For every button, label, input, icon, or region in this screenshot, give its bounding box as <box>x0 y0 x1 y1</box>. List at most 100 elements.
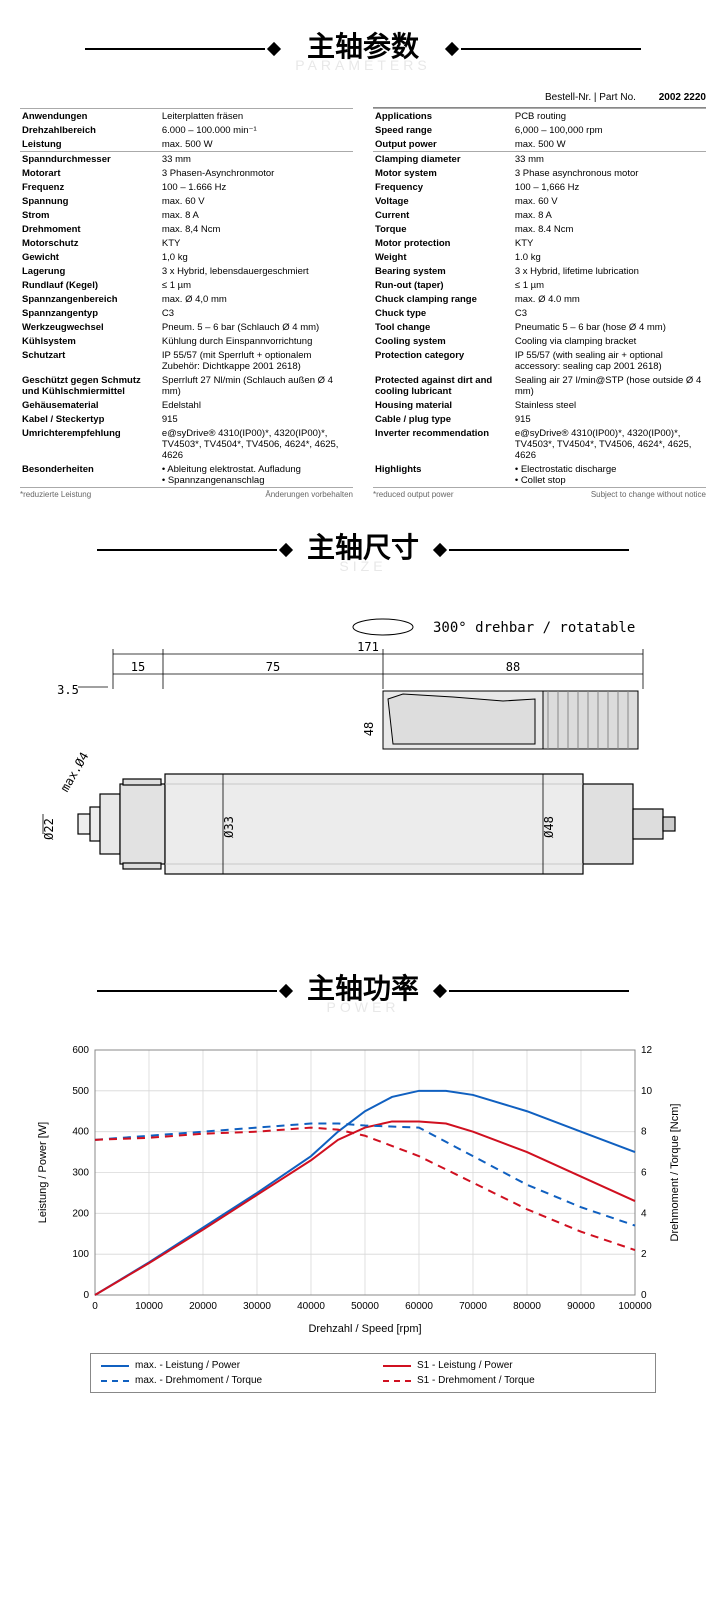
spec-label: Kühlsystem <box>20 334 160 348</box>
spec-value: C3 <box>513 306 706 320</box>
svg-text:20000: 20000 <box>189 1301 217 1312</box>
spec-value: IP 55/57 (mit Sperrluft + optionalem Zub… <box>160 348 353 373</box>
spec-value: 6.000 – 100.000 min⁻¹ <box>160 123 353 137</box>
power-header: 主轴功率 POWER <box>0 967 726 1015</box>
spec-value: KTY <box>160 236 353 250</box>
spec-label: Clamping diameter <box>373 152 513 167</box>
spec-label: Anwendungen <box>20 109 160 124</box>
spec-value: 100 – 1.666 Hz <box>160 180 353 194</box>
dimension-drawing: 300° drehbar / rotatable 171 15 75 88 3.… <box>0 589 726 942</box>
spec-value: 1,0 kg <box>160 250 353 264</box>
spec-value: max. 60 V <box>160 194 353 208</box>
spec-value: 33 mm <box>513 152 706 167</box>
spec-label: Tool change <box>373 320 513 334</box>
footnote-en-right: Subject to change without notice <box>591 490 706 499</box>
spec-value: Pneumatic 5 – 6 bar (hose Ø 4 mm) <box>513 320 706 334</box>
spec-value: 3 x Hybrid, lifetime lubrication <box>513 264 706 278</box>
svg-text:200: 200 <box>72 1208 89 1219</box>
spec-label: Strom <box>20 208 160 222</box>
spec-label: Schutzart <box>20 348 160 373</box>
spec-label: Leistung <box>20 137 160 152</box>
spec-label: Speed range <box>373 123 513 137</box>
svg-text:12: 12 <box>641 1045 653 1056</box>
svg-text:8: 8 <box>641 1127 647 1138</box>
footnote-en-left: *reduced output power <box>373 490 454 499</box>
svg-text:30000: 30000 <box>243 1301 271 1312</box>
spec-value: Edelstahl <box>160 398 353 412</box>
spec-label: Spannzangentyp <box>20 306 160 320</box>
svg-text:48: 48 <box>362 722 376 736</box>
spec-label: Motor protection <box>373 236 513 250</box>
svg-text:80000: 80000 <box>513 1301 541 1312</box>
spec-value: ≤ 1 µm <box>513 278 706 292</box>
spec-value: 33 mm <box>160 152 353 167</box>
spec-label: Torque <box>373 222 513 236</box>
spec-label: Cable / plug type <box>373 412 513 426</box>
part-number: 2002 2220 <box>659 92 706 103</box>
spec-value: max. 8,4 Ncm <box>160 222 353 236</box>
spec-label: Bearing system <box>373 264 513 278</box>
svg-text:Ø33: Ø33 <box>222 816 236 838</box>
spec-value: • Ableitung elektrostat. Aufladung • Spa… <box>160 462 353 488</box>
spec-value: KTY <box>513 236 706 250</box>
spec-col-de: x AnwendungenLeiterplatten fräsenDrehzah… <box>20 88 353 501</box>
spec-label: Chuck type <box>373 306 513 320</box>
spec-value: max. 500 W <box>513 137 706 152</box>
spec-value: Pneum. 5 – 6 bar (Schlauch Ø 4 mm) <box>160 320 353 334</box>
svg-text:10: 10 <box>641 1086 653 1097</box>
spec-label: Geschützt gegen Schmutz und Kühlschmierm… <box>20 373 160 398</box>
svg-text:400: 400 <box>72 1127 89 1138</box>
svg-text:90000: 90000 <box>567 1301 595 1312</box>
spec-col-en: Bestell-Nr. | Part No. 2002 2220 Applica… <box>373 88 706 501</box>
svg-text:600: 600 <box>72 1045 89 1056</box>
spec-label: Motorschutz <box>20 236 160 250</box>
svg-text:Ø48: Ø48 <box>542 816 556 838</box>
svg-text:4: 4 <box>641 1208 647 1219</box>
spec-label: Kabel / Steckertyp <box>20 412 160 426</box>
spec-label: Weight <box>373 250 513 264</box>
spec-value: Leiterplatten fräsen <box>160 109 353 124</box>
spec-value: max. 8 A <box>513 208 706 222</box>
spec-label: Werkzeugwechsel <box>20 320 160 334</box>
spec-label: Umrichterempfehlung <box>20 426 160 462</box>
spec-value: 100 – 1,666 Hz <box>513 180 706 194</box>
spec-label: Besonderheiten <box>20 462 160 488</box>
spec-value: C3 <box>160 306 353 320</box>
spec-value: ≤ 1 µm <box>160 278 353 292</box>
spec-value: Stainless steel <box>513 398 706 412</box>
params-header: 主轴参数 PARAMETERS <box>0 25 726 73</box>
spec-label: Drehzahlbereich <box>20 123 160 137</box>
svg-text:Ø22: Ø22 <box>42 818 56 840</box>
spec-value: 915 <box>160 412 353 426</box>
spec-label: Drehmoment <box>20 222 160 236</box>
svg-text:15: 15 <box>131 660 145 674</box>
svg-text:3.5: 3.5 <box>57 683 79 697</box>
svg-text:0: 0 <box>83 1290 89 1301</box>
spec-label: Highlights <box>373 462 513 488</box>
svg-text:2: 2 <box>641 1249 647 1260</box>
spec-value: Kühlung durch Einspannvorrichtung <box>160 334 353 348</box>
spec-label: Protected against dirt and cooling lubri… <box>373 373 513 398</box>
spec-value: max. Ø 4.0 mm <box>513 292 706 306</box>
svg-text:40000: 40000 <box>297 1301 325 1312</box>
spec-label: Chuck clamping range <box>373 292 513 306</box>
spec-value: 1.0 kg <box>513 250 706 264</box>
svg-text:100: 100 <box>72 1249 89 1260</box>
spec-value: e@syDrive® 4310(IP00)*, 4320(IP00)*, TV4… <box>513 426 706 462</box>
svg-text:Leistung / Power [W]: Leistung / Power [W] <box>37 1122 49 1224</box>
spec-value: 915 <box>513 412 706 426</box>
spec-label: Housing material <box>373 398 513 412</box>
spec-label: Output power <box>373 137 513 152</box>
spec-value: • Electrostatic discharge • Collet stop <box>513 462 706 488</box>
svg-text:88: 88 <box>506 660 520 674</box>
spec-value: 6,000 – 100,000 rpm <box>513 123 706 137</box>
spec-label: Spannung <box>20 194 160 208</box>
spec-label: Motorart <box>20 166 160 180</box>
spec-label: Spanndurchmesser <box>20 152 160 167</box>
svg-text:300: 300 <box>72 1168 89 1179</box>
spec-label: Run-out (taper) <box>373 278 513 292</box>
spec-label: Lagerung <box>20 264 160 278</box>
spec-label: Frequenz <box>20 180 160 194</box>
svg-text:171: 171 <box>357 640 379 654</box>
spec-value: max. 500 W <box>160 137 353 152</box>
